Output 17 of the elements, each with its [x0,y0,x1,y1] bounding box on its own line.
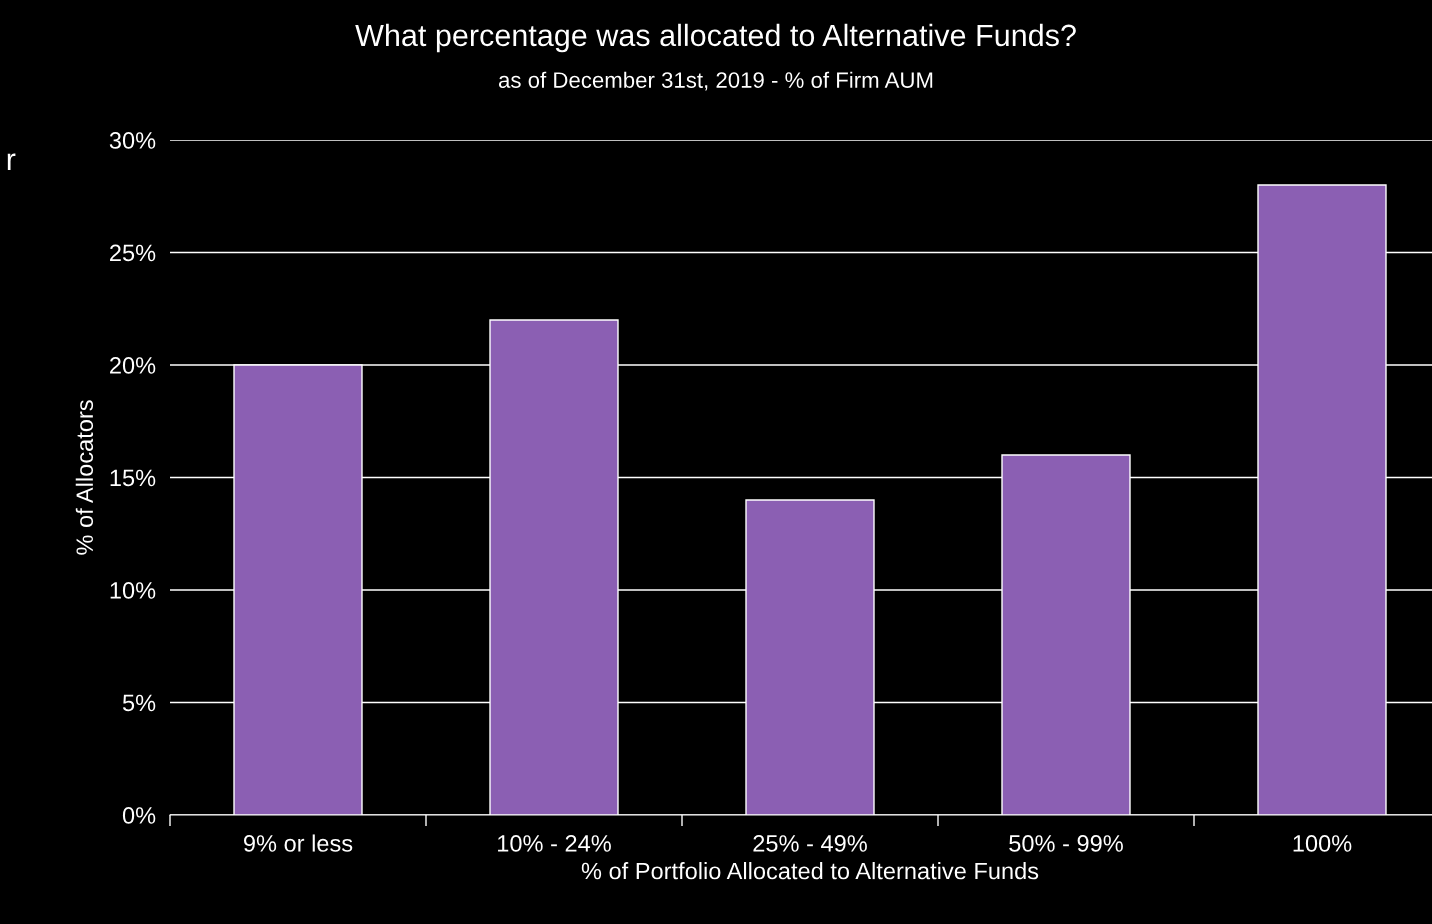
x-tick-label: 25% - 49% [753,835,867,852]
chart-title: What percentage was allocated to Alternative Funds? [355,23,1076,53]
y-tick-label: 25% [110,244,156,262]
y-tick-label: 20% [110,357,156,374]
y-tick-label: 0% [122,807,156,824]
x-tick-label: 10% - 24% [498,835,611,852]
x-axis-title: % of Portfolio Allocated to Alternative Funds [581,862,1039,880]
x-tick-label: 9% or less [244,834,353,852]
y-tick-label: 15% [110,469,156,487]
y-tick-label: 5% [122,694,156,712]
text: r [7,153,16,170]
y-tick-label: 30% [109,132,156,149]
y-tick-label: 10% [110,582,156,599]
x-tick-label: 50% - 99% [1009,835,1123,852]
chart-subtitle: as of December 31st, 2019 - % of Firm AUM [498,71,933,91]
x-tick-label: 100% [1293,835,1352,852]
y-axis-title: % of Allocators [75,400,94,555]
